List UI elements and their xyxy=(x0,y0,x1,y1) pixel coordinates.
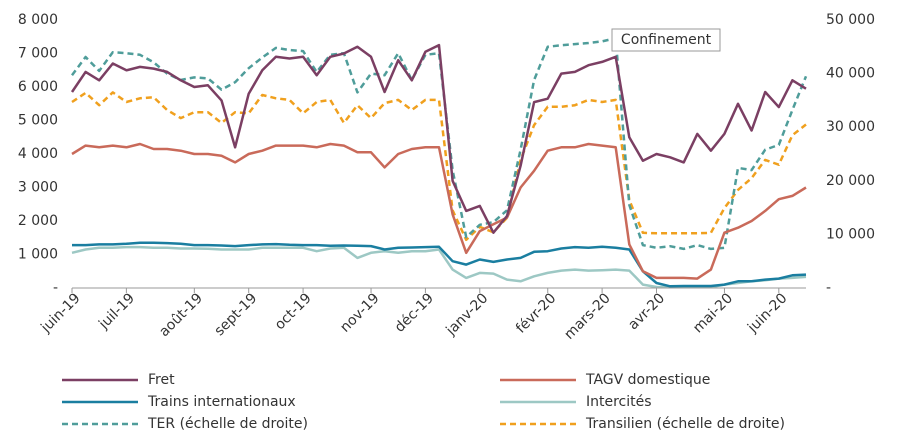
x-tick-label: juin-19 xyxy=(37,290,83,336)
series-line xyxy=(71,245,807,289)
y-tick-label: 2 000 xyxy=(18,213,58,229)
x-tick-label: déc-19 xyxy=(392,290,437,335)
y2-tick-label: 10 000 xyxy=(826,226,875,242)
y2-tick-label: 50 000 xyxy=(826,12,875,28)
y-tick-label: 3 000 xyxy=(18,180,58,196)
y2-tick-label: 40 000 xyxy=(826,66,875,82)
x-tick-label: juin-20 xyxy=(744,290,790,336)
y2-tick-label: 30 000 xyxy=(826,119,875,135)
y-tick-label: 7 000 xyxy=(18,46,58,62)
x-tick-label: sept-19 xyxy=(211,290,260,339)
x-tick-label: mai-20 xyxy=(690,290,736,336)
x-tick-label: oct-19 xyxy=(272,290,315,333)
series-line xyxy=(70,36,808,251)
x-tick-label: janv-20 xyxy=(443,290,492,339)
y2-tick-label: - xyxy=(826,280,831,296)
series-line xyxy=(71,91,807,242)
series-line xyxy=(71,142,807,280)
y-tick-label: 1 000 xyxy=(18,247,58,263)
series-line xyxy=(72,241,807,288)
y2-tick-label: 20 000 xyxy=(826,173,875,189)
x-tick-label: juil-19 xyxy=(95,290,138,333)
x-tick-label: avr-20 xyxy=(625,290,668,333)
legend-label: TAGV domestique xyxy=(585,372,710,388)
y-tick-label: 8 000 xyxy=(18,12,58,28)
x-tick-label: mars-20 xyxy=(561,290,613,342)
x-tick-label: août-19 xyxy=(156,290,206,340)
legend-label: Fret xyxy=(148,372,175,388)
legend-label: Transilien (échelle de droite) xyxy=(585,416,785,432)
legend-label: Intercités xyxy=(586,394,652,410)
x-tick-label: nov-19 xyxy=(337,290,382,335)
y-tick-label: 6 000 xyxy=(18,79,58,95)
y-tick-label: - xyxy=(53,280,58,296)
y-tick-label: 4 000 xyxy=(18,146,58,162)
series-line xyxy=(70,43,807,234)
y-tick-label: 5 000 xyxy=(18,113,58,129)
annotation: Confinement xyxy=(621,32,712,48)
annotation-box xyxy=(611,28,721,52)
x-tick-label: févr-20 xyxy=(513,290,559,336)
legend-label: TER (échelle de droite) xyxy=(147,416,308,432)
legend-label: Trains internationaux xyxy=(147,394,296,410)
